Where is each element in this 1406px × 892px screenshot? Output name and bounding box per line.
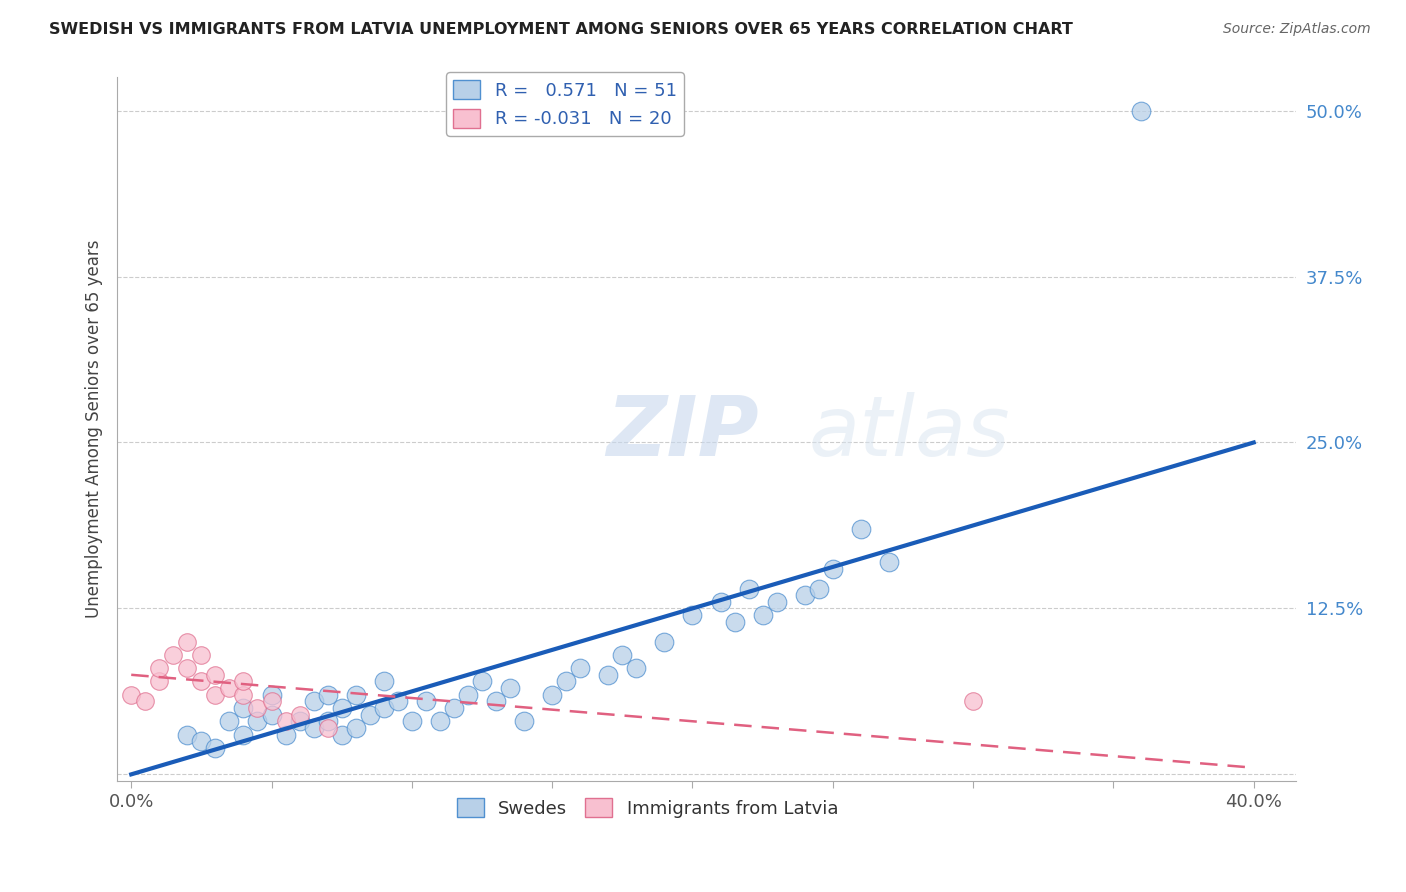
Point — [569, 661, 592, 675]
Point — [330, 701, 353, 715]
Point — [513, 714, 536, 729]
Point — [849, 522, 872, 536]
Point — [260, 707, 283, 722]
Point — [260, 694, 283, 708]
Point — [246, 714, 269, 729]
Point — [288, 714, 311, 729]
Point — [232, 688, 254, 702]
Point — [120, 688, 142, 702]
Point — [598, 667, 620, 681]
Point — [232, 701, 254, 715]
Point — [344, 688, 367, 702]
Point — [288, 707, 311, 722]
Text: Source: ZipAtlas.com: Source: ZipAtlas.com — [1223, 22, 1371, 37]
Point — [260, 688, 283, 702]
Point — [373, 674, 395, 689]
Point — [807, 582, 830, 596]
Text: atlas: atlas — [808, 392, 1011, 474]
Point — [218, 681, 240, 695]
Point — [190, 648, 212, 662]
Point — [387, 694, 409, 708]
Point — [246, 701, 269, 715]
Point — [148, 661, 170, 675]
Point — [471, 674, 494, 689]
Point — [373, 701, 395, 715]
Point — [316, 688, 339, 702]
Legend: Swedes, Immigrants from Latvia: Swedes, Immigrants from Latvia — [450, 790, 845, 825]
Point — [162, 648, 184, 662]
Point — [443, 701, 465, 715]
Point — [218, 714, 240, 729]
Point — [204, 740, 226, 755]
Point — [316, 721, 339, 735]
Point — [359, 707, 381, 722]
Point — [555, 674, 578, 689]
Point — [877, 555, 900, 569]
Point — [751, 608, 773, 623]
Point — [330, 727, 353, 741]
Point — [793, 588, 815, 602]
Point — [499, 681, 522, 695]
Point — [302, 694, 325, 708]
Point — [821, 561, 844, 575]
Point — [765, 595, 787, 609]
Point — [204, 688, 226, 702]
Point — [737, 582, 759, 596]
Point — [232, 727, 254, 741]
Point — [681, 608, 703, 623]
Point — [429, 714, 451, 729]
Point — [148, 674, 170, 689]
Point — [485, 694, 508, 708]
Point — [654, 634, 676, 648]
Point — [415, 694, 437, 708]
Point — [274, 714, 297, 729]
Point — [274, 727, 297, 741]
Point — [176, 634, 198, 648]
Point — [612, 648, 634, 662]
Point — [176, 727, 198, 741]
Point — [190, 674, 212, 689]
Point — [134, 694, 156, 708]
Point — [302, 721, 325, 735]
Point — [457, 688, 479, 702]
Point — [204, 667, 226, 681]
Point — [1130, 103, 1153, 118]
Text: SWEDISH VS IMMIGRANTS FROM LATVIA UNEMPLOYMENT AMONG SENIORS OVER 65 YEARS CORRE: SWEDISH VS IMMIGRANTS FROM LATVIA UNEMPL… — [49, 22, 1073, 37]
Point — [709, 595, 731, 609]
Point — [232, 674, 254, 689]
Point — [723, 615, 745, 629]
Point — [176, 661, 198, 675]
Point — [316, 714, 339, 729]
Point — [626, 661, 648, 675]
Point — [962, 694, 984, 708]
Text: ZIP: ZIP — [606, 392, 759, 474]
Point — [190, 734, 212, 748]
Y-axis label: Unemployment Among Seniors over 65 years: Unemployment Among Seniors over 65 years — [86, 240, 103, 618]
Point — [401, 714, 423, 729]
Point — [541, 688, 564, 702]
Point — [344, 721, 367, 735]
